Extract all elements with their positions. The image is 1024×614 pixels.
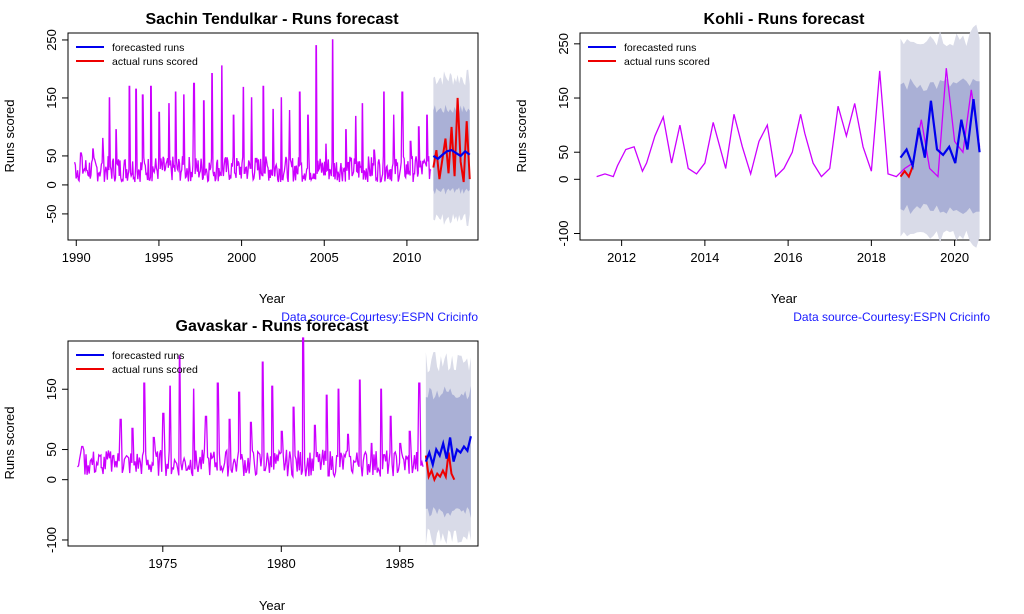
x-tick-label: 2012 bbox=[607, 250, 636, 265]
x-axis-label: Year bbox=[771, 291, 798, 306]
chart-title: Gavaskar - Runs forecast bbox=[176, 318, 370, 335]
x-tick-label: 1980 bbox=[267, 556, 296, 571]
legend-label: actual runs scored bbox=[112, 364, 198, 376]
y-axis-label: Runs scored bbox=[2, 407, 17, 480]
chart-panel-kohli: Kohli - Runs forecast Year Runs scored D… bbox=[514, 11, 991, 324]
legend-label: actual runs scored bbox=[624, 56, 710, 68]
y-tick-label: 0 bbox=[44, 476, 59, 483]
chart-title: Sachin Tendulkar - Runs forecast bbox=[145, 11, 399, 28]
legend-label: forecasted runs bbox=[112, 42, 184, 54]
x-tick-label: 2000 bbox=[227, 250, 256, 265]
forecast-series-line bbox=[424, 436, 472, 469]
legend-label: actual runs scored bbox=[112, 56, 198, 68]
x-axis-label: Year bbox=[259, 291, 286, 306]
chart-panel-gavaskar: Gavaskar - Runs forecast Year Runs score… bbox=[2, 318, 479, 613]
x-tick-label: 2010 bbox=[392, 250, 421, 265]
x-tick-label: 1975 bbox=[148, 556, 177, 571]
chart-panel-sachin: Sachin Tendulkar - Runs forecast Year Ru… bbox=[2, 11, 479, 324]
source-note: Data source-Courtesy:ESPN Cricinfo bbox=[793, 310, 990, 324]
actual-series-line bbox=[432, 97, 471, 183]
y-tick-label: -100 bbox=[44, 527, 59, 553]
x-tick-label: 1990 bbox=[62, 250, 91, 265]
y-tick-label: 150 bbox=[44, 378, 59, 400]
y-tick-label: 50 bbox=[44, 149, 59, 163]
x-tick-label: 2014 bbox=[690, 250, 719, 265]
y-tick-label: 50 bbox=[556, 145, 571, 159]
x-tick-label: 2018 bbox=[857, 250, 886, 265]
history-series-line bbox=[73, 39, 432, 183]
source-note: Data source-Courtesy:ESPN Cricinfo bbox=[281, 310, 478, 324]
legend-label: forecasted runs bbox=[112, 350, 184, 362]
y-axis-label: Runs scored bbox=[514, 100, 529, 173]
y-tick-label: 0 bbox=[44, 181, 59, 188]
forecast-series-line bbox=[432, 148, 471, 161]
y-tick-label: -50 bbox=[44, 205, 59, 224]
x-tick-label: 1985 bbox=[385, 556, 414, 571]
plot-frame bbox=[67, 340, 479, 547]
y-tick-label: -100 bbox=[556, 220, 571, 246]
forecast-series-line bbox=[899, 98, 981, 171]
y-tick-label: 150 bbox=[556, 87, 571, 109]
y-tick-label: 150 bbox=[44, 87, 59, 109]
actual-series-line bbox=[899, 165, 914, 179]
chart-title: Kohli - Runs forecast bbox=[704, 11, 866, 28]
y-tick-label: 250 bbox=[44, 29, 59, 51]
legend-label: forecasted runs bbox=[624, 42, 696, 54]
actual-series-line bbox=[424, 452, 456, 483]
y-axis-label: Runs scored bbox=[2, 100, 17, 173]
x-axis-label: Year bbox=[259, 598, 286, 613]
plot-frame bbox=[579, 32, 991, 241]
x-tick-label: 1995 bbox=[144, 250, 173, 265]
x-tick-label: 2016 bbox=[774, 250, 803, 265]
y-tick-label: 50 bbox=[44, 442, 59, 456]
x-tick-label: 2005 bbox=[310, 250, 339, 265]
y-tick-label: 0 bbox=[556, 176, 571, 183]
y-tick-label: 250 bbox=[556, 33, 571, 55]
plot-frame bbox=[67, 32, 479, 241]
x-tick-label: 2020 bbox=[940, 250, 969, 265]
history-series-line bbox=[76, 337, 424, 479]
